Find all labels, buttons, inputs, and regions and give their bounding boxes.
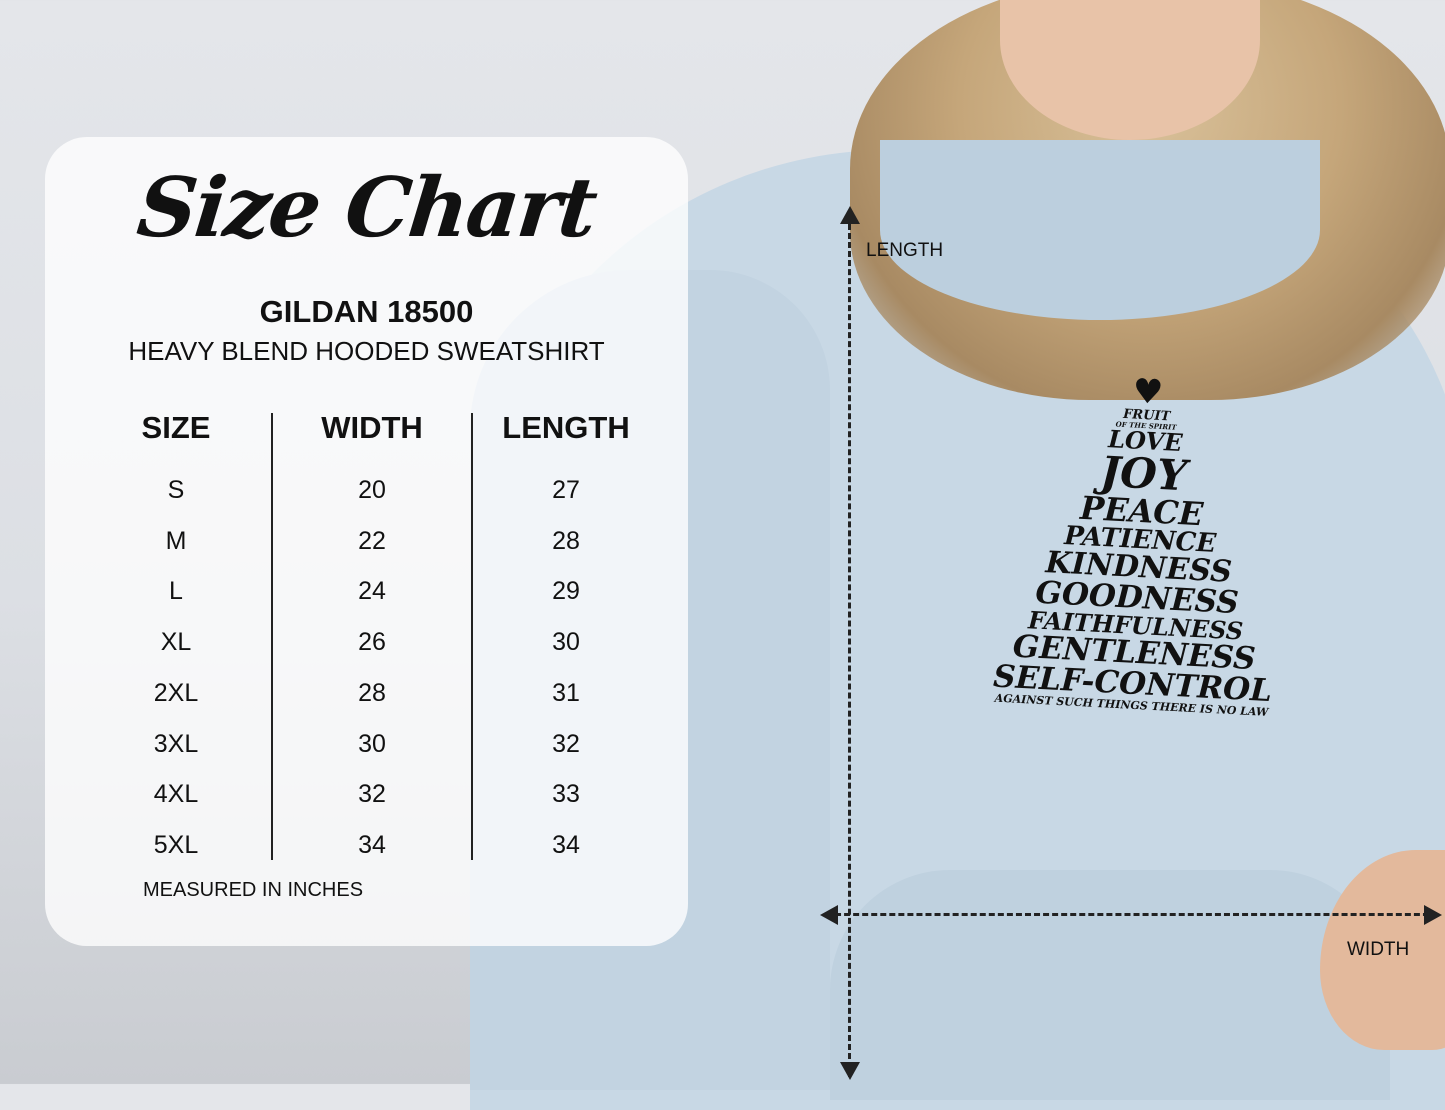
width-measure-line: [826, 913, 1438, 916]
product-description: HEAVY BLEND HOODED SWEATSHIRT: [128, 336, 605, 366]
length-cell: 34: [552, 830, 580, 859]
hoodie-print: ♥ FRUIT OF THE SPIRIT LOVE JOY PEACE PAT…: [981, 367, 1298, 718]
width-cell: 30: [358, 729, 386, 758]
hoodie-hood: [880, 140, 1320, 320]
size-cell: 3XL: [153, 729, 199, 758]
product-model: GILDAN 18500: [259, 294, 474, 329]
length-cell: 28: [552, 526, 580, 555]
length-cell: 33: [552, 780, 580, 809]
length-cell: 31: [552, 678, 580, 707]
column-divider: [271, 413, 273, 860]
arrow-down-icon: [840, 1062, 860, 1080]
size-cell: S: [167, 476, 185, 504]
width-cell: 20: [358, 476, 386, 504]
length-cell: 32: [552, 729, 580, 758]
size-cell: 5XL: [153, 830, 199, 859]
header-length: LENGTH: [502, 410, 630, 445]
units-footnote: MEASURED IN INCHES: [143, 879, 364, 901]
chart-title: Size Chart: [133, 160, 600, 256]
size-cell: M: [165, 526, 187, 555]
arrow-up-icon: [840, 206, 860, 224]
width-cell: 24: [358, 577, 386, 606]
column-divider: [471, 413, 473, 860]
width-label: WIDTH: [1347, 939, 1410, 960]
width-cell: 32: [358, 780, 386, 809]
width-cell: 26: [358, 628, 386, 657]
size-chart-card: [45, 137, 688, 946]
size-cell: L: [169, 577, 183, 606]
length-measure-line: [848, 215, 851, 1077]
length-label: LENGTH: [866, 240, 944, 261]
size-cell: 4XL: [153, 780, 199, 809]
header-width: WIDTH: [321, 410, 423, 445]
arrow-right-icon: [1424, 905, 1442, 925]
length-cell: 30: [552, 628, 580, 657]
arrow-left-icon: [820, 905, 838, 925]
hoodie-pocket: [830, 870, 1390, 1100]
size-cell: 2XL: [153, 678, 199, 707]
length-cell: 29: [552, 577, 580, 606]
length-cell: 27: [552, 476, 580, 504]
width-cell: 34: [358, 830, 386, 859]
width-cell: 22: [358, 526, 386, 555]
header-size: SIZE: [141, 410, 211, 445]
width-cell: 28: [358, 678, 386, 707]
size-cell: XL: [160, 628, 192, 657]
